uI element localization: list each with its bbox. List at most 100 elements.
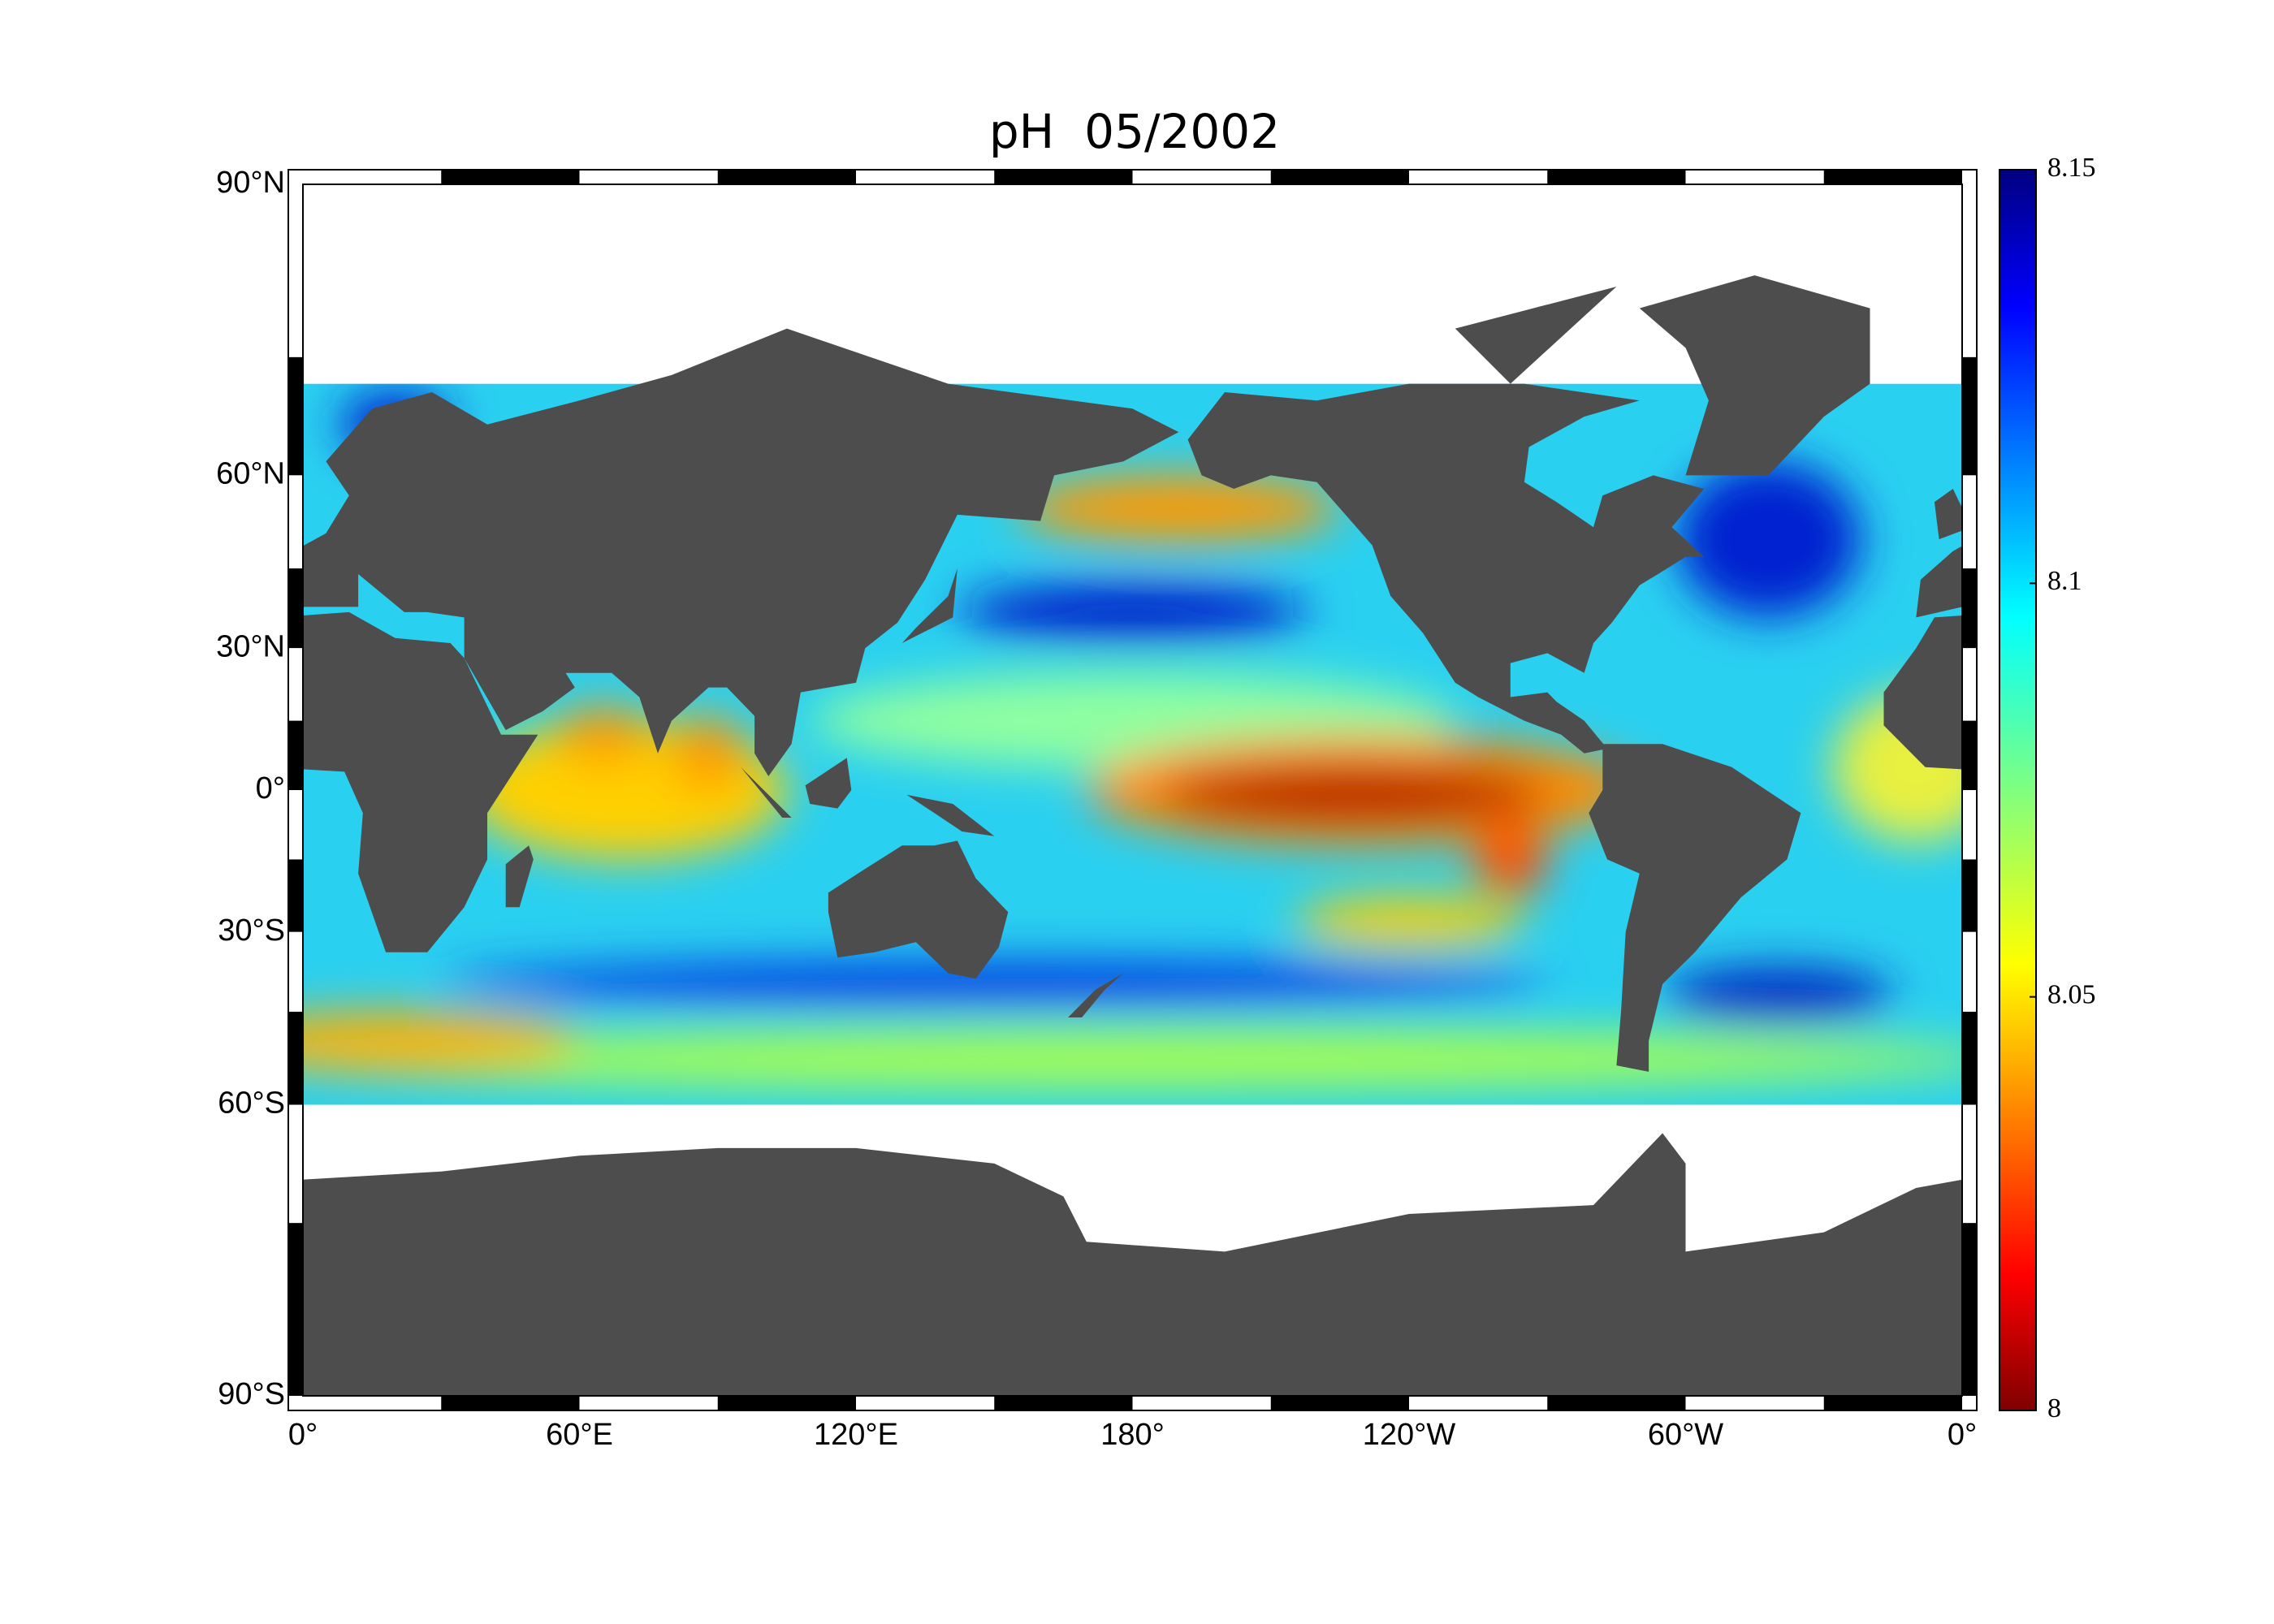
frame-segment (1547, 170, 1686, 184)
ph-blob (1662, 968, 1893, 1022)
frame-segment (288, 859, 303, 932)
frame-segment (1270, 170, 1409, 184)
land-mass (1589, 744, 1801, 1072)
frame-segment (441, 170, 580, 184)
lat-tick-label: 90°N (216, 166, 285, 200)
colorbar (1999, 169, 2037, 1411)
ph-blob (303, 1011, 580, 1070)
frame-inner (302, 184, 1963, 1397)
frame-segment (441, 1396, 580, 1410)
frame-segment (288, 790, 303, 860)
frame-segment (303, 1396, 442, 1410)
frame-segment (1962, 568, 1977, 649)
lon-tick-label: 0° (288, 1418, 318, 1452)
frame-segment (288, 475, 303, 569)
frame-segment (288, 648, 303, 721)
land-mass (1934, 489, 1962, 540)
frame-segment (717, 170, 856, 184)
lat-tick-label: 30°S (218, 914, 285, 948)
frame-segment (1962, 1223, 1977, 1396)
frame-outline (287, 169, 1978, 1411)
land-mass (1639, 275, 1870, 476)
frame-segment (1962, 356, 1977, 476)
frame-segment (288, 568, 303, 649)
ph-blob (1160, 767, 1548, 823)
land-mass (1187, 383, 1705, 754)
frame-segment (856, 1396, 995, 1410)
lon-tick-label: 120°W (1363, 1418, 1456, 1452)
frame-segment (1409, 1396, 1548, 1410)
map-title: pH 05/2002 (989, 104, 1280, 159)
frame-segment (1962, 648, 1977, 721)
land-mass (1068, 973, 1124, 1017)
frame-segment (1685, 1396, 1824, 1410)
ph-blob (303, 1029, 1962, 1090)
frame-segment (1962, 790, 1977, 860)
lon-tick-label: 0° (1948, 1418, 1977, 1452)
land-mass (303, 328, 1179, 776)
land-mass (303, 611, 538, 952)
ph-blob (1676, 461, 1861, 618)
frame-segment (1962, 931, 1977, 1012)
lat-tick-label: 0° (256, 771, 285, 806)
colorbar-tick-label: 8 (2047, 1393, 2061, 1423)
ph-blob (1294, 897, 1524, 947)
frame-segment (288, 356, 303, 476)
frame-segment (303, 170, 442, 184)
ph-blob (1473, 822, 1548, 897)
colorbar-tick-label: 8.1 (2047, 566, 2082, 596)
frame-segment (1962, 184, 1977, 357)
land-mass (1883, 615, 1962, 770)
frame-segment (288, 931, 303, 1012)
frame-segment (288, 720, 303, 790)
land-mass (805, 758, 852, 809)
frame-segment (1409, 170, 1548, 184)
frame-segment (1547, 1396, 1686, 1410)
frame-segment (1823, 170, 1962, 184)
frame-segment (288, 1011, 303, 1105)
colorbar-tick-label: 8.05 (2047, 979, 2096, 1009)
ph-blob (556, 706, 649, 763)
lon-tick-label: 120°E (814, 1418, 898, 1452)
land (303, 275, 1962, 1396)
frame-segment (1962, 475, 1977, 569)
frame-segment (1962, 720, 1977, 790)
frame-segment (994, 170, 1133, 184)
frame-segment (1270, 1396, 1409, 1410)
land-mass (1916, 546, 1962, 618)
frame-segment (579, 170, 718, 184)
frame-segment (717, 1396, 856, 1410)
lat-tick-label: 60°S (218, 1086, 285, 1121)
land-mass (906, 794, 995, 836)
frame-segment (856, 170, 995, 184)
land-mass (1455, 287, 1617, 384)
frame-segment (1962, 1011, 1977, 1105)
frame-segment (1132, 1396, 1271, 1410)
frame-segment (1132, 170, 1271, 184)
lat-tick-label: 30°N (216, 629, 285, 663)
frame-segment (1962, 859, 1977, 932)
frame-segment (288, 1104, 303, 1224)
frame-segment (1962, 1104, 1977, 1224)
ph-blob (441, 962, 1548, 1006)
frame-segment (288, 184, 303, 357)
lat-tick-label: 60°N (216, 456, 285, 490)
lat-tick-label: 90°S (218, 1377, 285, 1411)
colorbar-tick-label: 8.15 (2047, 153, 2096, 183)
lon-tick-label: 60°W (1648, 1418, 1723, 1452)
ph-blob (957, 585, 1308, 640)
frame-segment (288, 1223, 303, 1396)
frame-segment (994, 1396, 1133, 1410)
ph-blob (1017, 475, 1340, 542)
land-mass (303, 1133, 1962, 1396)
ph-blob (672, 715, 746, 791)
frame-segment (1823, 1396, 1962, 1410)
lon-tick-label: 60°E (546, 1418, 613, 1452)
frame-segment (1685, 170, 1824, 184)
land-mass (901, 568, 958, 643)
lon-tick-label: 180° (1100, 1418, 1165, 1452)
land-mass (828, 840, 1009, 979)
frame-segment (579, 1396, 718, 1410)
land-mass (505, 845, 534, 908)
